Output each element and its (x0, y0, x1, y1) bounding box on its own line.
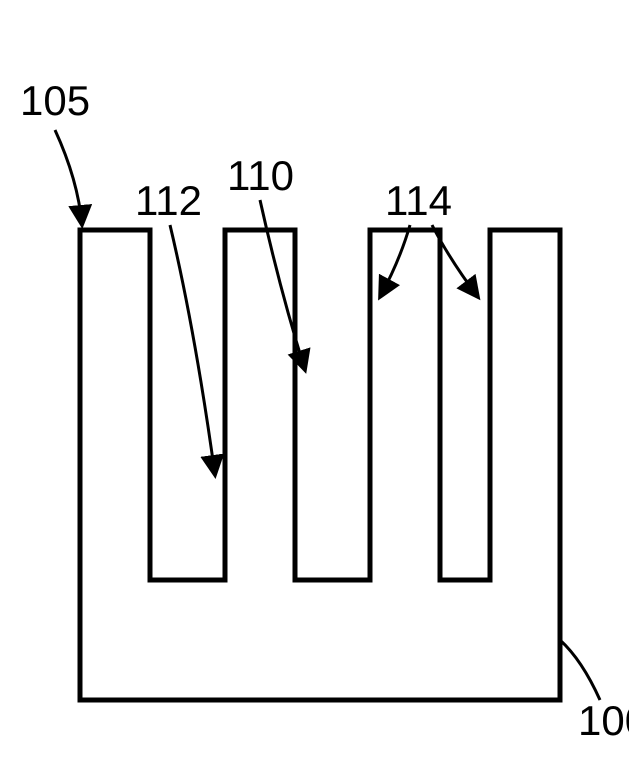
label-fin_top: 105 (20, 77, 90, 124)
leader-fin_top (55, 130, 82, 225)
reference-labels: 100 105 110 112 114 (20, 77, 629, 744)
label-substrate: 100 (578, 697, 629, 744)
leader-fin_body (260, 200, 305, 370)
label-fin_body: 110 (227, 152, 294, 199)
leader-fin_side (170, 225, 215, 475)
leader-gap_L (380, 225, 410, 297)
label-gap_side: 114 (385, 177, 452, 224)
structure-outline (80, 230, 560, 700)
leader-substrate (560, 640, 600, 700)
label-fin_side: 112 (135, 177, 202, 224)
patent-cross-section: 100 105 110 112 114 (0, 0, 629, 765)
